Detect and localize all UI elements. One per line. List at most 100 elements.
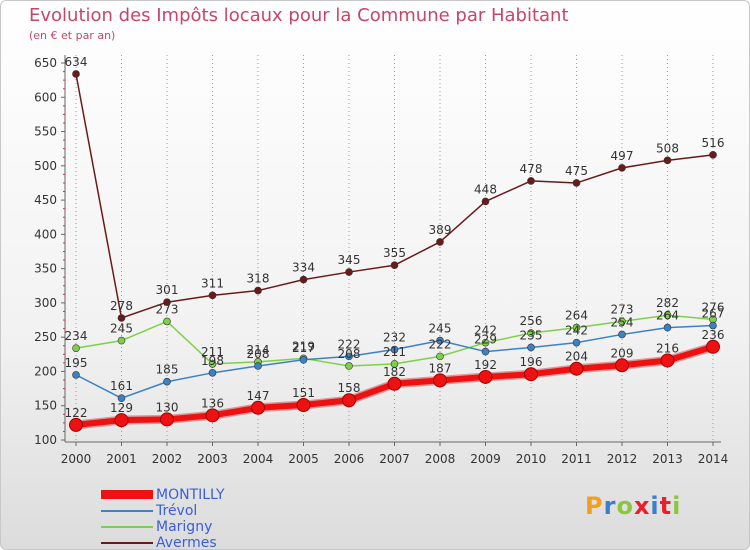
data-label-marigny: 208: [338, 347, 361, 361]
data-label-avermes: 345: [338, 253, 361, 267]
data-point-avermes: [254, 286, 262, 295]
data-point-avermes: [208, 291, 217, 300]
data-point-avermes: [436, 238, 444, 246]
data-point-trvol: [436, 336, 444, 345]
data-label-trvol: 229: [474, 333, 497, 347]
series-layer: [69, 70, 720, 432]
data-point-montilly: [205, 408, 220, 423]
data-label-marigny: 211: [383, 345, 406, 359]
data-label-avermes: 355: [383, 246, 406, 260]
data-label-marigny: 219: [292, 339, 315, 353]
x-tick-label: 2013: [652, 452, 683, 466]
x-tick-label: 2010: [516, 452, 547, 466]
data-point-avermes: [163, 298, 171, 307]
data-point-montilly: [524, 367, 538, 382]
data-point-montilly: [342, 393, 356, 408]
x-tick-label: 2000: [61, 452, 92, 466]
data-point-marigny: [527, 329, 535, 337]
data-point-avermes: [390, 261, 399, 270]
data-point-trvol: [527, 343, 535, 352]
data-point-marigny: [163, 317, 171, 326]
x-tick-label: 2006: [334, 452, 365, 466]
data-label-avermes: 278: [110, 299, 133, 313]
data-label-trvol: 185: [156, 363, 179, 377]
data-point-avermes: [117, 314, 126, 322]
data-point-montilly: [478, 369, 493, 384]
y-tick-label: 550: [34, 125, 57, 139]
data-point-marigny: [390, 360, 399, 368]
data-label-marigny: 273: [156, 302, 179, 316]
data-label-trvol: 264: [656, 309, 679, 323]
data-label-trvol: 267: [702, 307, 725, 321]
data-point-marigny: [208, 360, 217, 368]
data-point-montilly: [706, 339, 720, 354]
data-label-marigny: 282: [656, 296, 679, 310]
data-label-montilly: 216: [656, 341, 679, 355]
data-label-montilly: 122: [65, 406, 88, 420]
x-tick-label: 2001: [106, 452, 137, 466]
data-label-marigny: 245: [110, 322, 133, 336]
x-tick-label: 2011: [561, 452, 592, 466]
data-label-montilly: 136: [201, 396, 224, 410]
data-label-montilly: 147: [247, 389, 270, 403]
data-point-montilly: [660, 353, 675, 368]
x-tick-label: 2009: [470, 452, 501, 466]
data-label-avermes: 334: [292, 261, 315, 275]
y-tick-label: 450: [34, 193, 57, 207]
data-label-marigny: 264: [565, 309, 588, 323]
data-point-trvol: [299, 356, 308, 364]
legend-label: MONTILLY: [156, 487, 225, 503]
x-tick-label: 2014: [698, 452, 729, 466]
legend-label: Avermes: [156, 535, 217, 550]
data-point-trvol: [72, 371, 80, 379]
data-point-trvol: [390, 345, 399, 354]
data-point-marigny: [481, 338, 490, 347]
data-point-trvol: [618, 330, 626, 339]
data-point-avermes: [709, 151, 717, 159]
data-label-marigny: 211: [201, 345, 224, 359]
data-point-trvol: [254, 362, 262, 370]
axis-layer: 100 150 200 250 300 350 400 450 500 550 600 650 2000…: [34, 55, 728, 466]
data-point-trvol: [163, 377, 171, 386]
data-point-montilly: [251, 400, 265, 415]
data-label-trvol: 245: [429, 322, 452, 336]
data-label-montilly: 196: [520, 355, 543, 369]
x-tick-label: 2002: [152, 452, 183, 466]
data-point-marigny: [117, 336, 126, 345]
data-label-avermes: 634: [65, 55, 88, 69]
data-label-marigny: 214: [247, 343, 270, 357]
data-point-montilly: [114, 413, 129, 428]
x-tick-label: 2008: [425, 452, 456, 466]
x-tick-label: 2007: [379, 452, 410, 466]
data-label-trvol: 254: [611, 315, 634, 329]
data-label-montilly: 182: [383, 365, 406, 379]
data-label-marigny: 256: [520, 314, 543, 328]
x-tick-label: 2012: [607, 452, 638, 466]
data-point-marigny: [618, 317, 626, 326]
data-point-trvol: [572, 338, 581, 347]
legend-label: Marigny: [156, 519, 213, 535]
data-label-avermes: 318: [247, 272, 270, 286]
data-point-marigny: [436, 352, 444, 361]
data-point-montilly: [569, 361, 584, 376]
data-point-marigny: [345, 362, 353, 370]
data-point-montilly: [387, 376, 402, 391]
data-label-marigny: 273: [611, 302, 634, 316]
data-label-trvol: 242: [565, 324, 588, 338]
data-label-trvol: 217: [292, 341, 315, 355]
data-point-avermes: [572, 179, 581, 187]
data-label-avermes: 478: [520, 162, 543, 176]
data-label-marigny: 222: [429, 337, 452, 351]
data-label-avermes: 448: [474, 182, 497, 196]
data-label-avermes: 508: [656, 141, 679, 155]
chart-title: Evolution des Impôts locaux pour la Comm…: [29, 5, 569, 26]
data-point-avermes: [72, 70, 80, 78]
data-point-avermes: [345, 268, 353, 276]
data-point-avermes: [663, 156, 672, 165]
data-point-trvol: [709, 321, 717, 330]
data-label-avermes: 497: [611, 149, 634, 163]
data-point-montilly: [433, 373, 447, 388]
legend-swatch: [101, 542, 153, 544]
proxiti-logo: Proxiti: [585, 492, 682, 520]
